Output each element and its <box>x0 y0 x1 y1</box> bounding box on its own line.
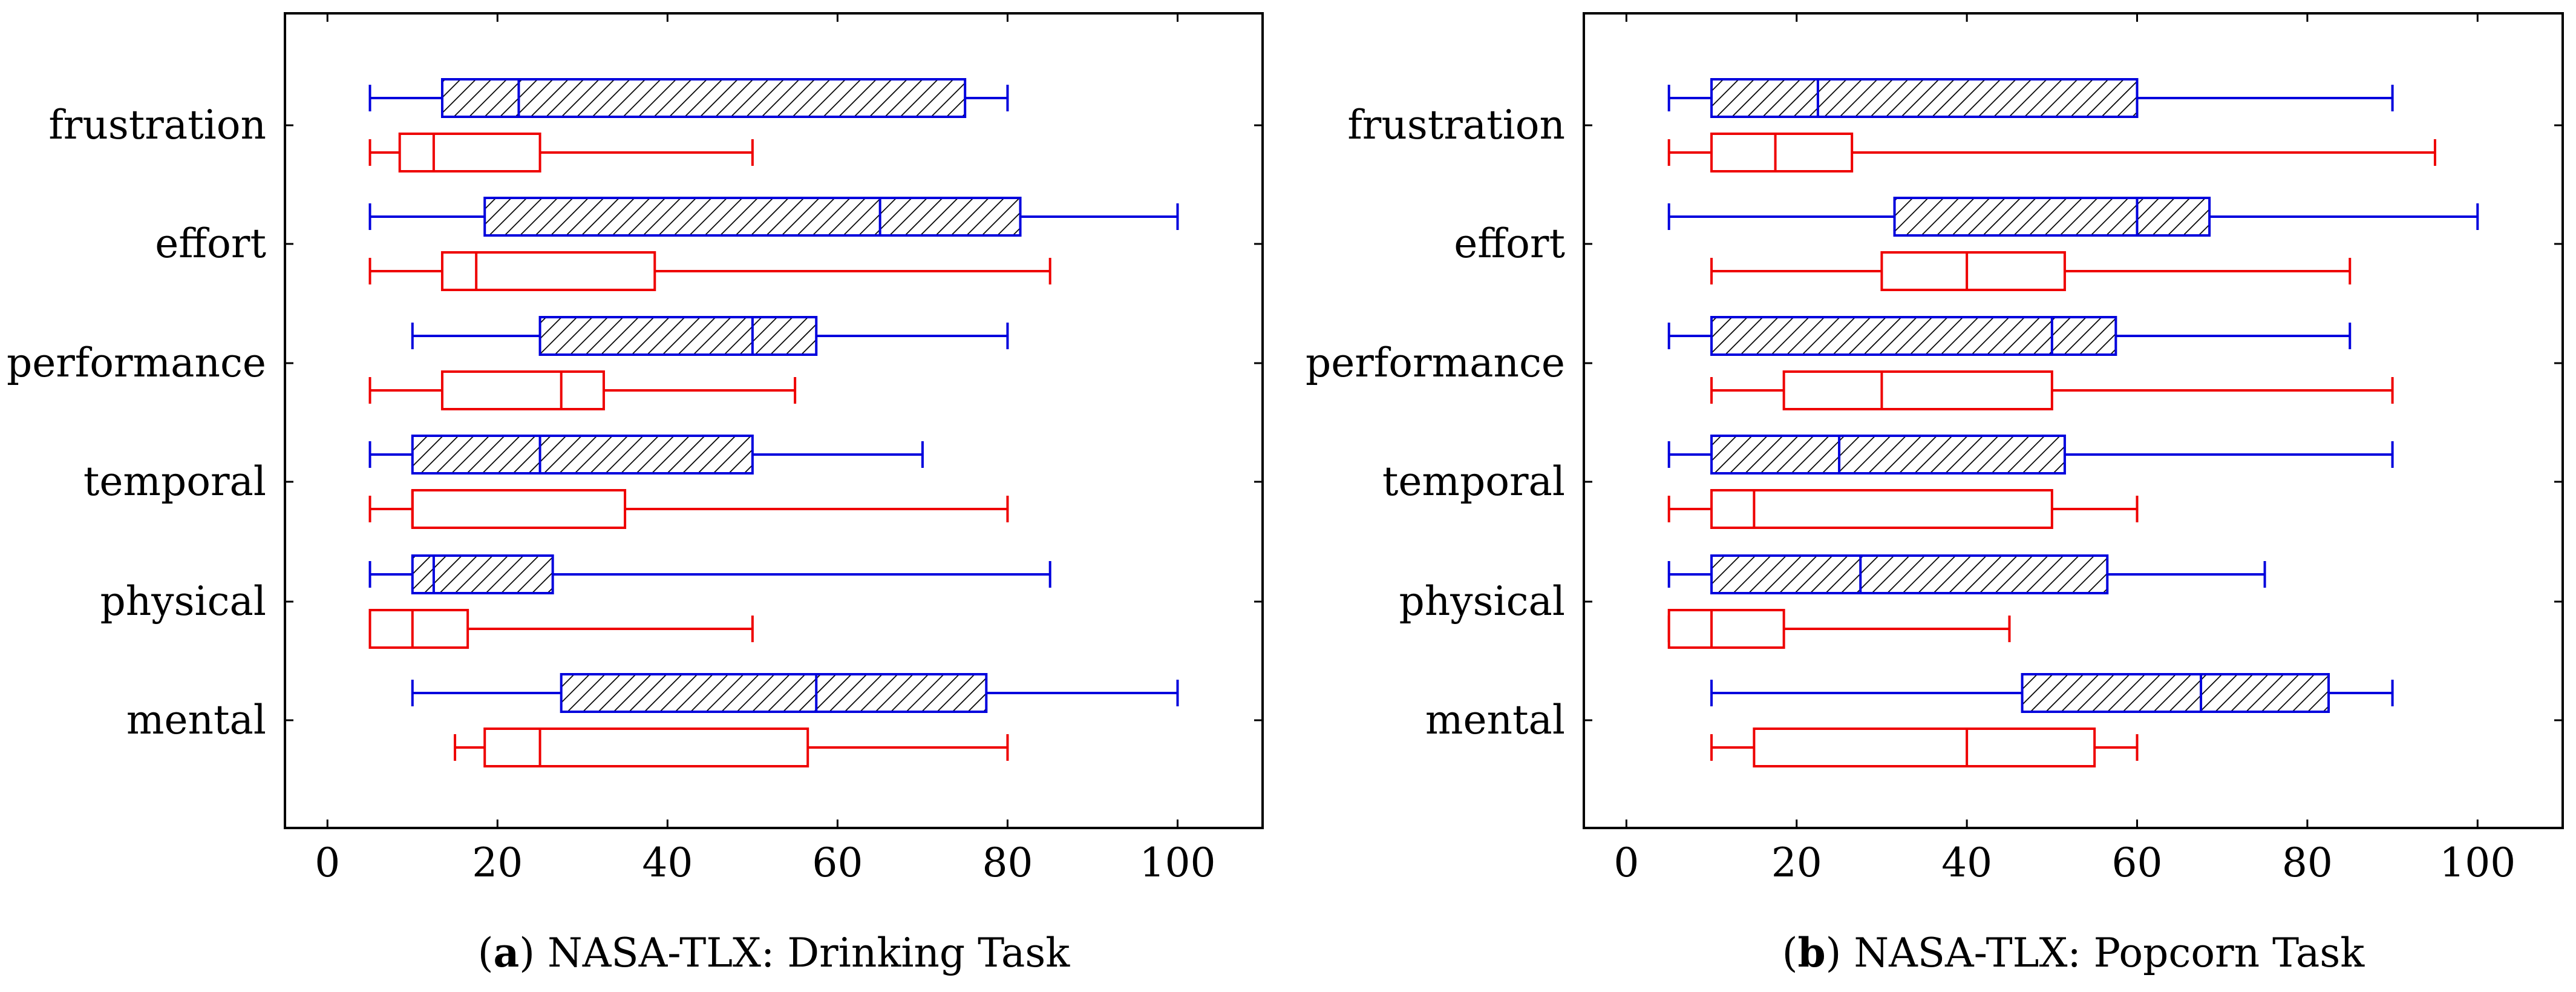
box-iqr <box>368 609 469 649</box>
box-performance-series-1 <box>411 316 1009 356</box>
x-tick-label: 60 <box>2112 839 2163 886</box>
category-label-mental: mental <box>126 697 266 743</box>
box-iqr <box>483 197 1022 237</box>
box-temporal-series-1 <box>1667 435 2394 475</box>
x-tick-label: 80 <box>982 839 1033 886</box>
x-tick-label: 20 <box>472 839 523 886</box>
category-label-temporal: temporal <box>83 458 266 505</box>
box-physical-series-1 <box>1667 554 2266 594</box>
box-iqr <box>2021 673 2330 713</box>
box-physical-series-2 <box>368 609 754 649</box>
category-label-effort: effort <box>155 220 266 267</box>
x-tick-label: 80 <box>2282 839 2333 886</box>
box-frustration-series-2 <box>1667 133 2436 172</box>
box-effort-series-1 <box>368 197 1179 237</box>
box-iqr <box>1710 133 1854 172</box>
category-label-performance: performance <box>1306 340 1565 386</box>
x-tick-label: 100 <box>2439 839 2516 886</box>
category-label-physical: physical <box>1399 578 1565 625</box>
box-iqr <box>1667 609 1785 649</box>
x-tick-label: 0 <box>315 839 340 886</box>
x-tick-label: 40 <box>642 839 693 886</box>
box-iqr <box>538 316 818 356</box>
box-temporal-series-2 <box>1667 489 2139 529</box>
category-label-temporal: temporal <box>1382 458 1565 505</box>
box-temporal-series-2 <box>368 489 1009 529</box>
x-tick-label: 20 <box>1771 839 1822 886</box>
box-iqr <box>1710 489 2053 529</box>
box-frustration-series-1 <box>368 78 1009 118</box>
box-effort-series-2 <box>368 251 1051 291</box>
box-iqr <box>440 370 605 410</box>
caption-letter: b <box>1798 929 1826 976</box>
category-label-performance: performance <box>7 340 266 386</box>
plot-frame <box>1583 12 2564 829</box>
caption-letter: a <box>493 929 519 976</box>
box-iqr <box>1893 197 2211 237</box>
box-effort-series-1 <box>1667 197 2479 237</box>
caption-text: NASA-TLX: Drinking Task <box>548 930 1070 976</box>
box-mental-series-2 <box>454 728 1009 767</box>
box-frustration-series-2 <box>368 133 754 172</box>
caption-text: NASA-TLX: Popcorn Task <box>1854 930 2365 976</box>
x-tick-label: 100 <box>1139 839 1215 886</box>
box-iqr <box>1753 728 2096 767</box>
box-frustration-series-1 <box>1667 78 2394 118</box>
box-physical-series-1 <box>368 554 1051 594</box>
category-label-physical: physical <box>100 578 266 625</box>
x-tick-label: 0 <box>1613 839 1639 886</box>
box-iqr <box>1710 316 2117 356</box>
chart-panel-a: 0 20 40 60 80 100 frustration effort performance… <box>7 12 1264 976</box>
box-iqr <box>1710 435 2066 475</box>
box-iqr <box>1710 78 2139 118</box>
chart-panel-b: 0 20 40 60 80 100 frustration effort performance… <box>1306 12 2564 976</box>
box-iqr <box>411 489 627 529</box>
box-iqr <box>1880 251 2066 291</box>
box-iqr <box>411 435 754 475</box>
box-temporal-series-1 <box>368 435 924 475</box>
box-mental-series-1 <box>1710 673 2394 713</box>
category-label-effort: effort <box>1454 220 1565 267</box>
x-tick-label: 40 <box>1941 839 1992 886</box>
box-performance-series-2 <box>1710 370 2394 410</box>
box-iqr <box>1782 370 2053 410</box>
category-label-mental: mental <box>1425 697 1565 743</box>
plot-frame <box>284 12 1264 829</box>
box-mental-series-1 <box>411 673 1179 713</box>
box-iqr <box>398 133 541 172</box>
box-iqr <box>440 251 656 291</box>
x-tick-label: 60 <box>812 839 863 886</box>
figure-caption: (b) NASA-TLX: Popcorn Task <box>1782 929 2365 976</box>
box-iqr <box>560 673 988 713</box>
box-iqr <box>483 728 809 767</box>
figure-caption: (a) NASA-TLX: Drinking Task <box>478 929 1071 976</box>
category-label-frustration: frustration <box>48 102 266 148</box>
box-physical-series-2 <box>1667 609 2011 649</box>
box-iqr <box>411 554 554 594</box>
box-performance-series-1 <box>1667 316 2352 356</box>
box-performance-series-2 <box>368 370 797 410</box>
box-effort-series-2 <box>1710 251 2352 291</box>
category-label-frustration: frustration <box>1347 102 1565 148</box>
box-iqr <box>440 78 967 118</box>
box-iqr <box>1710 554 2109 594</box>
box-mental-series-2 <box>1710 728 2139 767</box>
